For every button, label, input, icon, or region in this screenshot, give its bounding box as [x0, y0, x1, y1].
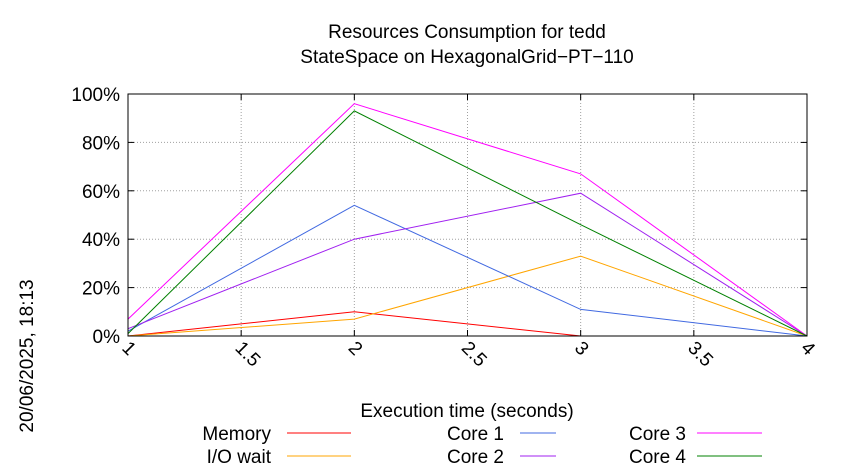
series-line-core-2 — [127, 192, 808, 337]
y-tick-label: 60% — [82, 182, 120, 203]
chart-subtitle: StateSpace on HexagonalGrid−PT−110 — [300, 47, 633, 68]
y-axis-ticks: 0% 20% 40% 60% 80% 100% — [71, 85, 807, 348]
y-tick-label: 20% — [82, 279, 120, 300]
legend-label-core-2: Core 2 — [447, 447, 504, 468]
legend-label-core-4: Core 4 — [629, 447, 686, 468]
legend-label-core-1: Core 1 — [447, 424, 504, 445]
series-line-core-4 — [127, 110, 808, 337]
legend-label-i-o-wait: I/O wait — [207, 447, 272, 468]
y-tick-label: 80% — [82, 133, 120, 154]
legend-label-memory: Memory — [202, 424, 271, 445]
y-tick-label: 40% — [82, 230, 120, 251]
x-axis-label: Execution time (seconds) — [360, 401, 573, 422]
x-tick-label: 2 — [344, 338, 366, 360]
series-line-core-3 — [127, 103, 808, 337]
series-line-i-o-wait — [127, 255, 808, 337]
x-tick-label: 4 — [796, 338, 819, 361]
x-tick-label: 3 — [570, 338, 592, 360]
x-tick-label: 1 — [117, 338, 139, 360]
x-tick-label: 3.5 — [683, 338, 717, 372]
plot-frame — [127, 93, 808, 337]
chart-title: Resources Consumption for tedd — [328, 22, 606, 43]
series-line-core-1 — [127, 204, 808, 337]
timestamp-label: 20/06/2025, 18:13 — [17, 279, 38, 432]
x-axis-ticks: 1 1.5 2 2.5 3 3.5 4 — [117, 94, 819, 371]
y-tick-label: 100% — [71, 85, 120, 106]
legend-label-core-3: Core 3 — [629, 424, 686, 445]
x-tick-label: 2.5 — [457, 338, 491, 372]
x-tick-label: 1.5 — [231, 338, 265, 372]
y-tick-label: 0% — [93, 327, 121, 348]
data-series — [127, 103, 808, 337]
